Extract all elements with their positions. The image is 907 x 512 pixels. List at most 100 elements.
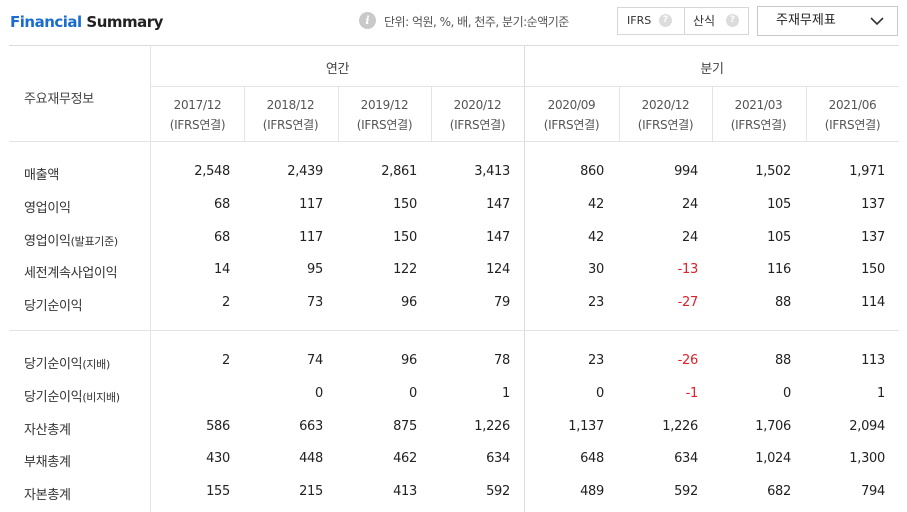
table-cell: 122	[393, 262, 417, 277]
table-cell: 592	[674, 484, 698, 499]
row-label: 당기순이익(비지배)	[24, 390, 120, 405]
table-cell: 794	[861, 484, 885, 499]
dropdown-selected: 주재무제표	[776, 13, 836, 28]
table-cell: 88	[775, 295, 791, 310]
chevron-down-icon	[870, 17, 884, 26]
statement-dropdown[interactable]: 주재무제표	[757, 6, 898, 36]
period-date: 2020/09	[547, 98, 596, 112]
table-cell: 1,706	[755, 419, 791, 434]
row-header-label: 주요재무정보	[24, 92, 94, 107]
table-cell: 88	[775, 353, 791, 368]
table-cell: -1	[685, 386, 699, 401]
period-date: 2020/12	[453, 98, 502, 112]
period-header: 2021/06 (IFRS연결)	[806, 95, 899, 135]
period-header: 2020/12 (IFRS연결)	[619, 95, 712, 135]
divider	[619, 87, 620, 141]
table-cell: -26	[677, 353, 699, 368]
divider	[431, 87, 432, 141]
row-label: 매출액	[24, 168, 59, 183]
table-cell: 682	[767, 484, 791, 499]
table-cell: 78	[494, 353, 510, 368]
table-cell: 860	[580, 164, 604, 179]
table-cell: 1,226	[474, 419, 510, 434]
period-basis: (IFRS연결)	[543, 118, 600, 132]
toggle-formula[interactable]: 산식	[693, 14, 716, 28]
row-label: 영업이익(발표기준)	[24, 234, 119, 249]
period-date: 2018/12	[266, 98, 315, 112]
table-cell: 592	[486, 484, 510, 499]
period-basis: (IFRS연결)	[356, 118, 413, 132]
divider	[9, 330, 899, 331]
row-label-sub: (비지배)	[82, 391, 120, 404]
period-basis: (IFRS연결)	[449, 118, 506, 132]
row-label: 자본총계	[24, 488, 71, 503]
ifrs-help-icon[interactable]: ?	[659, 14, 672, 27]
title-part-summary: Summary	[81, 13, 163, 31]
period-header: 2021/03 (IFRS연결)	[712, 95, 805, 135]
row-label-sub: (지배)	[82, 358, 110, 371]
formula-help-icon[interactable]: ?	[726, 14, 739, 27]
table-cell: 137	[861, 230, 885, 245]
table-cell: 117	[299, 197, 323, 212]
row-label: 자산총계	[24, 423, 71, 438]
summary-header: Financial Summary i 단위: 억원, %, 배, 천주, 분기…	[0, 0, 907, 44]
table-cell: 1,300	[849, 451, 885, 466]
table-cell: 489	[580, 484, 604, 499]
table-cell: 1,024	[755, 451, 791, 466]
unit-text: 단위: 억원, %, 배, 천주, 분기:순액기준	[384, 15, 569, 29]
table-cell: 413	[393, 484, 417, 499]
period-header: 2018/12 (IFRS연결)	[244, 95, 337, 135]
table-cell: 124	[486, 262, 510, 277]
table-cell: 150	[393, 197, 417, 212]
table-cell: 42	[588, 230, 604, 245]
info-icon[interactable]: i	[359, 12, 376, 29]
period-date: 2017/12	[173, 98, 222, 112]
table-cell: 586	[206, 419, 230, 434]
table-cell: 73	[307, 295, 323, 310]
table-cell: 2,861	[381, 164, 417, 179]
divider	[524, 46, 525, 512]
table-cell: 648	[580, 451, 604, 466]
table-cell: 74	[307, 353, 323, 368]
table-cell: 14	[214, 262, 230, 277]
table-cell: 105	[767, 197, 791, 212]
basis-toggle: IFRS ? 산식 ?	[617, 7, 749, 35]
period-date: 2021/03	[734, 98, 783, 112]
divider	[150, 46, 151, 512]
table-cell: 2,548	[194, 164, 230, 179]
row-label: 세전계속사업이익	[24, 266, 118, 281]
row-label: 당기순이익(지배)	[24, 357, 110, 372]
table-cell: 994	[674, 164, 698, 179]
divider	[9, 141, 899, 142]
table-cell: 0	[596, 386, 604, 401]
divider	[712, 87, 713, 141]
table-cell: 68	[214, 230, 230, 245]
table-cell: 0	[783, 386, 791, 401]
row-label: 부채총계	[24, 455, 71, 470]
table-cell: 2	[222, 295, 230, 310]
toggle-ifrs[interactable]: IFRS	[627, 14, 652, 27]
period-date: 2021/06	[828, 98, 877, 112]
table-cell: 147	[486, 230, 510, 245]
table-cell: 1,137	[568, 419, 604, 434]
table-cell: 1,971	[849, 164, 885, 179]
table-cell: 23	[588, 353, 604, 368]
table-cell: -27	[677, 295, 699, 310]
financial-table: 주요재무정보 연간 분기 2017/12 (IFRS연결) 2018/12 (IFRS…	[9, 45, 899, 512]
table-cell: 30	[588, 262, 604, 277]
row-label: 당기순이익	[24, 299, 83, 314]
row-label-sub: (발표기준)	[70, 235, 119, 248]
period-basis: (IFRS연결)	[169, 118, 226, 132]
table-cell: 155	[206, 484, 230, 499]
period-basis: (IFRS연결)	[637, 118, 694, 132]
table-cell: 114	[861, 295, 885, 310]
period-date: 2020/12	[641, 98, 690, 112]
table-cell: 23	[588, 295, 604, 310]
period-basis: (IFRS연결)	[262, 118, 319, 132]
group-annual: 연간	[325, 62, 350, 77]
table-cell: 634	[486, 451, 510, 466]
table-cell: 105	[767, 230, 791, 245]
period-header: 2019/12 (IFRS연결)	[338, 95, 431, 135]
period-header: 2020/09 (IFRS연결)	[525, 95, 618, 135]
toggle-divider	[684, 8, 685, 34]
